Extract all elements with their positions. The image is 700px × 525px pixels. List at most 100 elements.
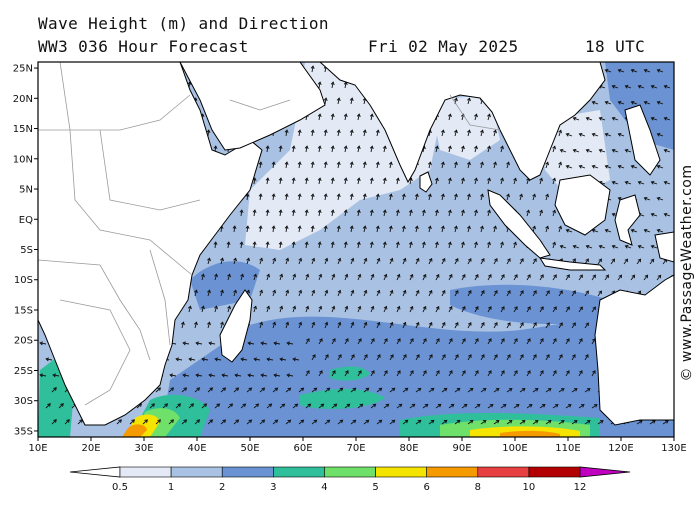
wave-arrow [324, 257, 329, 265]
wave-arrow [382, 241, 387, 249]
wave-arrow [461, 273, 466, 281]
wave-arrow [279, 403, 286, 409]
wave-arrow [195, 341, 203, 346]
wave-arrow [201, 403, 208, 409]
wave-arrow [363, 257, 368, 265]
wave-arrow [375, 193, 380, 201]
wave-arrow [467, 129, 471, 137]
wave-arrow [656, 228, 664, 233]
wave-arrow [227, 273, 231, 281]
wave-arrow [337, 289, 342, 297]
wave-arrow [292, 403, 299, 409]
wave-arrow [284, 129, 289, 137]
wave-arrow [428, 387, 435, 393]
wave-arrow [272, 257, 277, 265]
arabia-landmass [179, 62, 326, 151]
wave-arrow [454, 419, 461, 425]
wave-arrow [383, 370, 388, 377]
legend-swatch [170, 466, 223, 478]
legend-tick-label: 3 [270, 482, 276, 493]
wave-arrow [422, 370, 427, 377]
wave-arrow [357, 370, 362, 377]
wave-arrow [454, 129, 458, 137]
wave-arrow [500, 274, 505, 281]
wave-arrow [181, 387, 188, 393]
wave-arrow [357, 403, 364, 409]
wave-arrow [467, 289, 472, 297]
wave-arrow [604, 100, 612, 105]
wave-arrow [539, 177, 543, 185]
wave-arrow [369, 113, 374, 121]
wave-arrow [656, 274, 662, 281]
wave-arrow [259, 289, 264, 297]
wave-arrow [545, 290, 550, 297]
wave-arrow [598, 244, 606, 249]
wave-arrow [356, 177, 361, 185]
wave-arrow [331, 370, 336, 377]
wave-arrow [259, 387, 266, 393]
lon-label: 10E [28, 443, 47, 454]
wave-arrow [370, 370, 375, 377]
wave-arrow [441, 354, 446, 361]
wave-arrow [454, 289, 459, 297]
wave-arrow [214, 403, 221, 409]
wave-arrow [388, 193, 393, 201]
wave-arrow [389, 257, 394, 265]
wave-arrow [233, 419, 240, 425]
wave-arrow [643, 100, 651, 105]
lat-label: 5S [20, 245, 33, 256]
wave-arrow [441, 257, 446, 265]
wave-arrow [532, 193, 536, 201]
wave-arrow [506, 258, 511, 265]
wave-arrow [604, 274, 609, 281]
wave-zone-light-bengal [430, 95, 500, 160]
wave-arrow [266, 357, 274, 362]
wave-arrow [474, 113, 478, 121]
wave-arrow [343, 113, 348, 121]
wave-arrow [409, 370, 414, 377]
wave-arrow [201, 357, 209, 362]
wave-arrow [292, 273, 297, 281]
wave-arrow [624, 148, 632, 153]
wave-arrow [506, 290, 511, 297]
wave-arrow [526, 338, 531, 345]
wave-arrow [408, 209, 413, 217]
wave-zone-orange-2 [500, 430, 560, 437]
wave-arrow [227, 403, 234, 409]
wave-arrow [427, 161, 432, 169]
wave-arrow [349, 97, 354, 105]
wave-arrow [617, 132, 625, 137]
wave-arrow [552, 177, 557, 185]
wave-arrow [415, 289, 420, 297]
wave-arrow [571, 322, 576, 329]
wave-arrow [45, 403, 51, 409]
wave-arrow [175, 403, 182, 409]
wave-arrow [221, 373, 229, 378]
wave-arrow [350, 354, 355, 361]
wave-arrow [519, 193, 523, 201]
wave-arrow [591, 274, 596, 281]
wave-arrow [591, 370, 596, 377]
wave-arrow [182, 373, 190, 378]
wave-arrow [585, 116, 593, 121]
wave-arrow [363, 289, 368, 297]
wave-arrow [349, 161, 354, 169]
wave-arrow [252, 209, 257, 217]
wave-arrow [539, 306, 544, 313]
wave-arrow [487, 274, 492, 281]
lat-label: 20N [13, 94, 33, 105]
wave-arrow [598, 148, 606, 153]
wave-arrow [369, 145, 374, 153]
wave-arrow [559, 244, 567, 249]
wave-arrow [311, 354, 316, 361]
wave-arrow [310, 161, 315, 169]
wave-arrow [467, 387, 474, 393]
wave-arrow [362, 161, 367, 169]
wave-arrow [461, 177, 465, 185]
wave-arrow [578, 132, 586, 137]
wave-arrow [480, 419, 487, 425]
wave-arrow [493, 387, 500, 393]
wave-arrow [532, 290, 537, 297]
wave-arrow [591, 132, 599, 137]
wave-arrow [350, 257, 355, 265]
